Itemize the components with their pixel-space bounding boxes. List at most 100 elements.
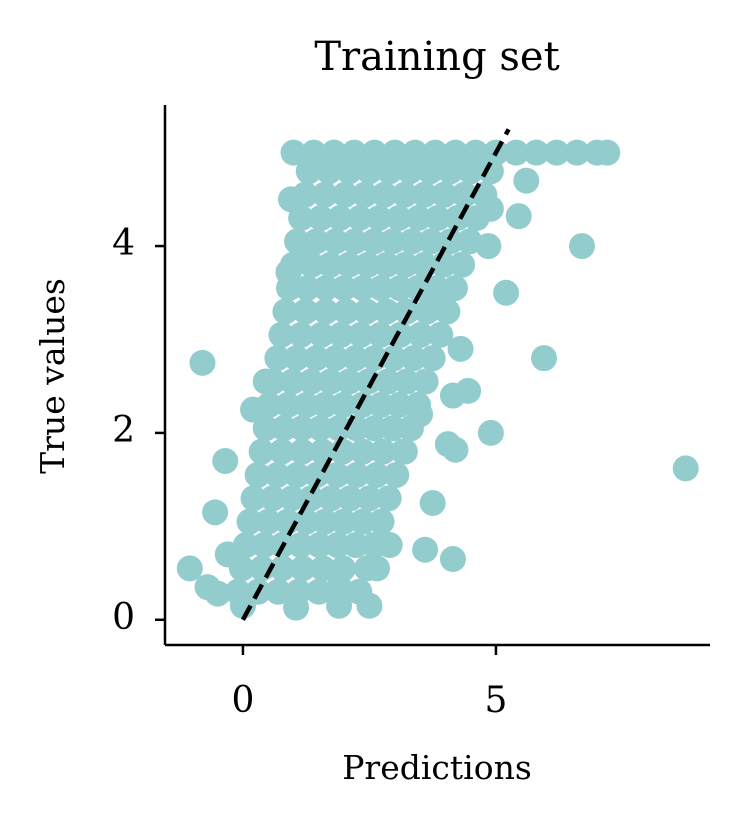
point: [594, 139, 621, 166]
point: [264, 461, 291, 488]
chart-title: Training set: [314, 34, 559, 80]
point: [322, 345, 349, 372]
point: [252, 368, 279, 395]
point: [331, 275, 358, 302]
point: [189, 349, 216, 376]
point: [376, 532, 403, 559]
point: [422, 139, 449, 166]
point: [568, 233, 595, 260]
point: [367, 321, 394, 348]
point: [419, 489, 446, 516]
point: [279, 368, 306, 395]
point: [240, 396, 267, 423]
point: [300, 139, 327, 166]
point: [306, 532, 333, 559]
point: [391, 181, 418, 208]
point: [342, 345, 369, 372]
point: [439, 546, 466, 573]
point: [290, 233, 317, 260]
point: [337, 485, 364, 512]
point: [251, 532, 278, 559]
x-tick-label: 0: [231, 680, 254, 721]
point: [330, 391, 357, 418]
point: [324, 532, 351, 559]
point: [356, 485, 383, 512]
point: [373, 251, 400, 278]
point: [336, 368, 363, 395]
x-axis-label: Predictions: [342, 748, 532, 787]
point: [293, 391, 320, 418]
point: [333, 298, 360, 325]
point: [368, 391, 395, 418]
point: [272, 298, 299, 325]
point: [248, 438, 275, 465]
point: [308, 321, 335, 348]
point: [292, 298, 319, 325]
point: [264, 345, 291, 372]
point: [379, 228, 406, 255]
point: [326, 592, 353, 619]
point: [294, 275, 321, 302]
point: [259, 485, 286, 512]
point: [278, 186, 305, 213]
point: [332, 181, 359, 208]
point: [324, 461, 351, 488]
point: [351, 181, 378, 208]
point: [429, 289, 456, 316]
point: [385, 205, 412, 232]
point: [305, 578, 332, 605]
point: [451, 181, 478, 208]
point: [503, 139, 530, 166]
y-axis-label: True values: [33, 278, 72, 474]
point: [176, 555, 203, 582]
point: [371, 181, 398, 208]
point: [236, 508, 263, 535]
point: [265, 578, 292, 605]
point: [269, 555, 296, 582]
point: [373, 298, 400, 325]
point: [379, 415, 406, 442]
point: [307, 415, 334, 442]
point: [317, 368, 344, 395]
point: [322, 228, 349, 255]
point: [364, 555, 391, 582]
point: [356, 592, 383, 619]
point: [505, 203, 532, 230]
point: [311, 508, 338, 535]
point: [361, 415, 388, 442]
point: [336, 251, 363, 278]
point: [407, 321, 434, 348]
point: [317, 251, 344, 278]
point: [328, 321, 355, 348]
point: [293, 508, 320, 535]
point: [475, 233, 502, 260]
point: [289, 555, 316, 582]
point: [361, 139, 388, 166]
point: [386, 391, 413, 418]
point: [477, 195, 504, 222]
point: [370, 438, 397, 465]
point: [289, 415, 316, 442]
point: [393, 298, 420, 325]
point: [523, 139, 550, 166]
point: [462, 139, 489, 166]
point: [366, 205, 393, 232]
point: [275, 259, 302, 286]
point: [330, 508, 357, 535]
point: [531, 345, 558, 372]
point: [398, 228, 425, 255]
point: [307, 205, 334, 232]
point: [341, 139, 368, 166]
reference-line: [240, 128, 511, 621]
point: [374, 368, 401, 395]
y-tick-label: 2: [112, 410, 135, 451]
point: [280, 139, 307, 166]
point: [381, 139, 408, 166]
point: [214, 541, 241, 568]
point: [401, 139, 428, 166]
point: [212, 447, 239, 474]
point: [255, 508, 282, 535]
point: [289, 438, 316, 465]
point: [270, 415, 297, 442]
point: [303, 345, 330, 372]
